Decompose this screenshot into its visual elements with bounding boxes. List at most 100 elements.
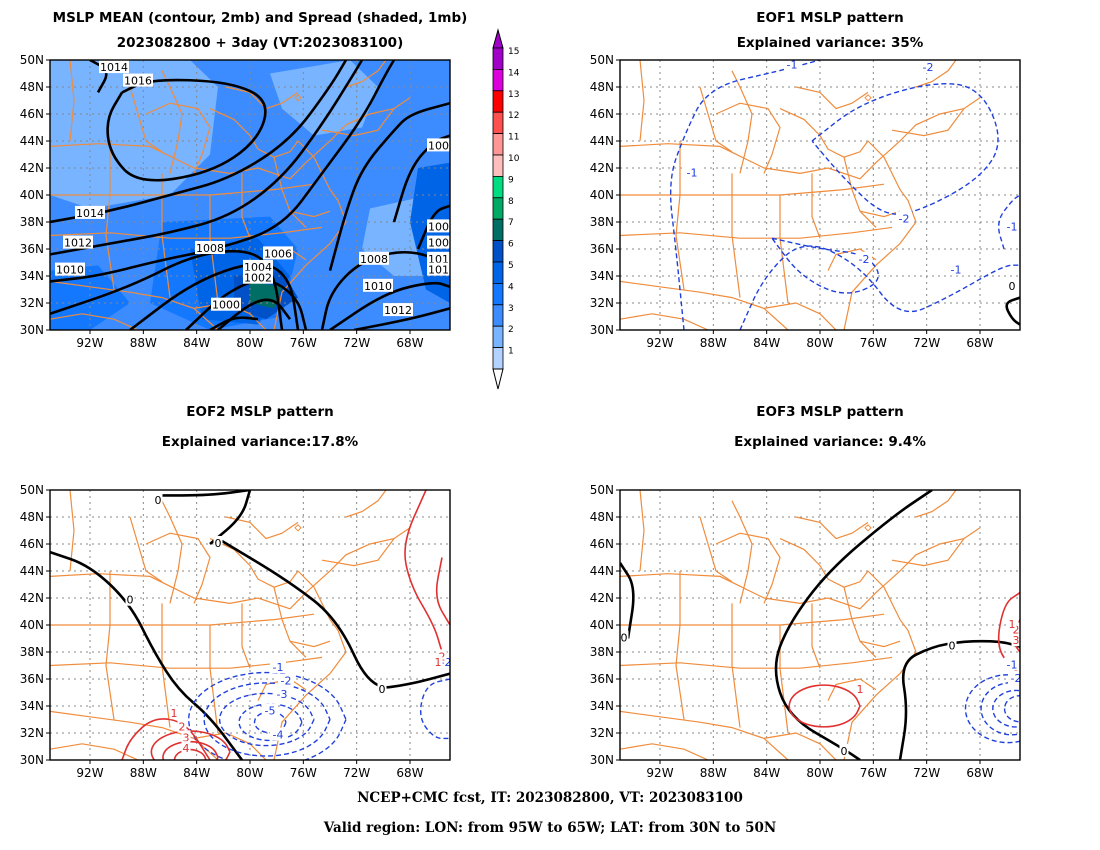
mslp-contour	[217, 298, 292, 330]
coastline	[675, 141, 685, 290]
positive-contour	[788, 684, 861, 728]
coastline	[779, 195, 789, 304]
mslp-contour	[329, 281, 450, 330]
panel2-map: -1 -2 -1 -2 -2 -1 -1 0 50N 48N 46N 44N 42N 40N 38N 36N 3…	[590, 53, 1021, 350]
negative-contour	[669, 60, 821, 330]
lat-label: 40N	[590, 188, 614, 202]
lake-marker	[864, 94, 872, 102]
positive-contour	[173, 748, 207, 760]
contour-label: 1	[857, 683, 864, 696]
contour-label-bg	[427, 262, 450, 276]
contour-label-bg	[947, 638, 957, 652]
coastline	[69, 60, 75, 142]
zero-contour	[209, 490, 252, 545]
lat-label: 34N	[20, 269, 44, 283]
lat-label: 30N	[590, 323, 614, 337]
lat-label: 48N	[20, 510, 44, 524]
contour-label: -1	[787, 58, 798, 71]
lat-label: 50N	[590, 483, 614, 497]
coastline	[241, 173, 251, 239]
colorbar-label: 5	[508, 261, 514, 271]
map-frame	[619, 489, 1021, 761]
contour-label: -5	[265, 704, 276, 717]
contour-label-bg	[427, 219, 450, 233]
colorbar-swatch	[492, 218, 504, 241]
lat-label: 34N	[590, 269, 614, 283]
coastline	[699, 86, 733, 153]
zero-contour	[898, 639, 1020, 760]
lat-label: 42N	[20, 591, 44, 605]
colorbar-swatch	[492, 325, 504, 349]
colorbar-label: 2	[508, 325, 514, 335]
contour-label: 1014	[76, 207, 104, 220]
contour-label-bg	[63, 235, 93, 249]
axes-1: 50N 48N 46N 44N 42N 40N 38N 36N 34N 32N 30N 92W 88W 8…	[20, 53, 451, 350]
contour-labels: -1 -2 -1 -2 -2 -1 -1 0	[684, 58, 1020, 293]
lat-label: 40N	[590, 618, 614, 632]
spread-shade-2	[50, 60, 218, 209]
coastline	[779, 108, 869, 158]
colorbar-top-arrow	[492, 28, 504, 49]
negative-contour	[739, 245, 1020, 330]
colorbar-swatch	[492, 47, 504, 70]
contour-label: 1014	[100, 61, 128, 74]
lon-label: 84W	[753, 336, 780, 350]
coastline	[763, 732, 837, 760]
coastline	[620, 743, 709, 760]
contour-label: -1	[951, 264, 962, 277]
coastline	[345, 490, 387, 518]
contour-label-bg	[377, 681, 387, 695]
positive-contour	[404, 490, 443, 653]
contour-label: -1	[273, 661, 284, 674]
gridlines	[50, 60, 450, 330]
lon-label: 80W	[236, 336, 263, 350]
coastline	[273, 157, 307, 228]
contour-label: 1016	[124, 75, 152, 88]
coastline	[639, 490, 645, 572]
lat-label: 48N	[590, 510, 614, 524]
contour-label-bg	[383, 303, 413, 317]
lat-label: 38N	[20, 215, 44, 229]
coastline	[715, 532, 781, 604]
contour-label-bg	[620, 630, 629, 644]
mslp-contour	[106, 78, 267, 182]
lon-label: 80W	[236, 766, 263, 780]
lat-label: 44N	[20, 134, 44, 148]
coastline	[225, 516, 299, 540]
contour-label-bg	[125, 592, 135, 606]
coastline	[620, 226, 893, 239]
lon-label: 68W	[396, 766, 423, 780]
contour-label-bg	[359, 251, 389, 265]
lon-label: 72W	[343, 336, 370, 350]
coastlines	[50, 60, 411, 330]
lat-label: 50N	[20, 483, 44, 497]
lon-label: 88W	[700, 766, 727, 780]
contour-label: 1	[171, 707, 178, 720]
coastline	[731, 500, 753, 604]
coastline	[795, 86, 869, 110]
panel3-title-line2: Explained variance:17.8%	[161, 434, 359, 450]
coastline	[50, 527, 411, 610]
contour-label-bg	[243, 259, 273, 273]
lat-label: 40N	[20, 618, 44, 632]
contour-label-bg	[896, 211, 912, 225]
positive-contour	[121, 718, 211, 760]
coastline	[50, 656, 323, 669]
colorbar-label: 13	[508, 90, 519, 100]
coastline	[50, 280, 219, 330]
colorbar-swatch	[492, 154, 504, 177]
contour-label: 3	[1013, 634, 1020, 647]
coastline	[731, 603, 741, 728]
lake-marker	[294, 524, 302, 532]
colorbar-label: 9	[508, 175, 514, 185]
map-frame	[49, 489, 451, 761]
coastline	[50, 226, 323, 239]
contour-label-bg	[99, 60, 129, 74]
coastline	[891, 108, 965, 137]
coastline	[321, 538, 395, 567]
contour-label-bg	[169, 706, 179, 720]
